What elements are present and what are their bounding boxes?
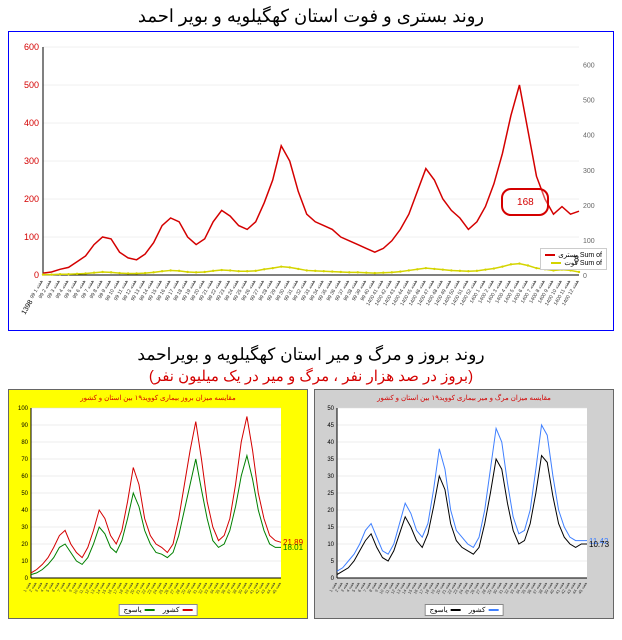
svg-text:45: 45 bbox=[327, 423, 334, 429]
svg-text:100: 100 bbox=[24, 232, 39, 242]
svg-text:1398: 1398 bbox=[21, 299, 35, 316]
svg-text:20: 20 bbox=[21, 542, 28, 548]
svg-text:15: 15 bbox=[327, 525, 334, 531]
svg-text:0: 0 bbox=[583, 273, 587, 280]
bottom-right-svg: 05101520253035404550هفته 1هفته 2هفته 3هف… bbox=[315, 390, 613, 618]
svg-text:300: 300 bbox=[583, 168, 595, 175]
bottom-left-panel: مقایسه میزان بروز بیماری کووید۱۹ بین است… bbox=[8, 389, 308, 619]
mid-title-2: (بروز در صد هزار نفر ، مرگ و میر در یک م… bbox=[0, 367, 622, 389]
svg-text:40: 40 bbox=[327, 440, 334, 446]
svg-text:30: 30 bbox=[21, 525, 28, 531]
svg-text:500: 500 bbox=[24, 80, 39, 90]
top-chart-panel: 01002003004005006000100200300400500600هف… bbox=[8, 31, 614, 331]
svg-text:50: 50 bbox=[21, 491, 28, 497]
svg-text:50: 50 bbox=[327, 406, 334, 412]
svg-text:400: 400 bbox=[24, 118, 39, 128]
svg-text:35: 35 bbox=[327, 457, 334, 463]
br-end-label-1: 10.73 bbox=[589, 540, 609, 549]
svg-text:80: 80 bbox=[21, 440, 28, 446]
svg-text:10: 10 bbox=[21, 559, 28, 565]
svg-text:90: 90 bbox=[21, 423, 28, 429]
bl-end-label-1: 18.01 bbox=[283, 543, 303, 552]
svg-text:600: 600 bbox=[583, 63, 595, 70]
bl-mini-title: مقایسه میزان بروز بیماری کووید۱۹ بین است… bbox=[9, 394, 307, 402]
top-chart-svg: 01002003004005006000100200300400500600هف… bbox=[9, 32, 613, 330]
svg-text:30: 30 bbox=[327, 474, 334, 480]
svg-text:100: 100 bbox=[18, 406, 29, 412]
svg-text:25: 25 bbox=[327, 491, 334, 497]
bl-legend: کشور یاسوج bbox=[119, 604, 198, 616]
bottom-right-panel: مقایسه میزان مرگ و میر بیماری کووید۱۹ بی… bbox=[314, 389, 614, 619]
svg-text:400: 400 bbox=[583, 133, 595, 140]
svg-text:5: 5 bbox=[331, 559, 335, 565]
br-legend: کشور یاسوج bbox=[425, 604, 504, 616]
svg-text:10: 10 bbox=[327, 542, 334, 548]
svg-text:0: 0 bbox=[34, 270, 39, 280]
svg-text:300: 300 bbox=[24, 156, 39, 166]
svg-text:40: 40 bbox=[21, 508, 28, 514]
svg-text:70: 70 bbox=[21, 457, 28, 463]
death-end-label: 8 bbox=[574, 254, 579, 264]
svg-text:200: 200 bbox=[24, 194, 39, 204]
callout-168: 168 bbox=[501, 188, 549, 216]
bottom-left-svg: 0102030405060708090100هفته 1هفته 2هفته 3… bbox=[9, 390, 307, 618]
svg-text:600: 600 bbox=[24, 42, 39, 52]
br-mini-title: مقایسه میزان مرگ و میر بیماری کووید۱۹ بی… bbox=[315, 394, 613, 402]
svg-text:100: 100 bbox=[583, 238, 595, 245]
top-chart-title: روند بستری و فوت استان کهگیلویه و بویر ا… bbox=[0, 0, 622, 31]
svg-text:200: 200 bbox=[583, 203, 595, 210]
mid-title-1: روند بروز و مرگ و میر استان کهگیلویه و ب… bbox=[0, 343, 622, 367]
svg-text:60: 60 bbox=[21, 474, 28, 480]
svg-text:500: 500 bbox=[583, 98, 595, 105]
svg-text:20: 20 bbox=[327, 508, 334, 514]
